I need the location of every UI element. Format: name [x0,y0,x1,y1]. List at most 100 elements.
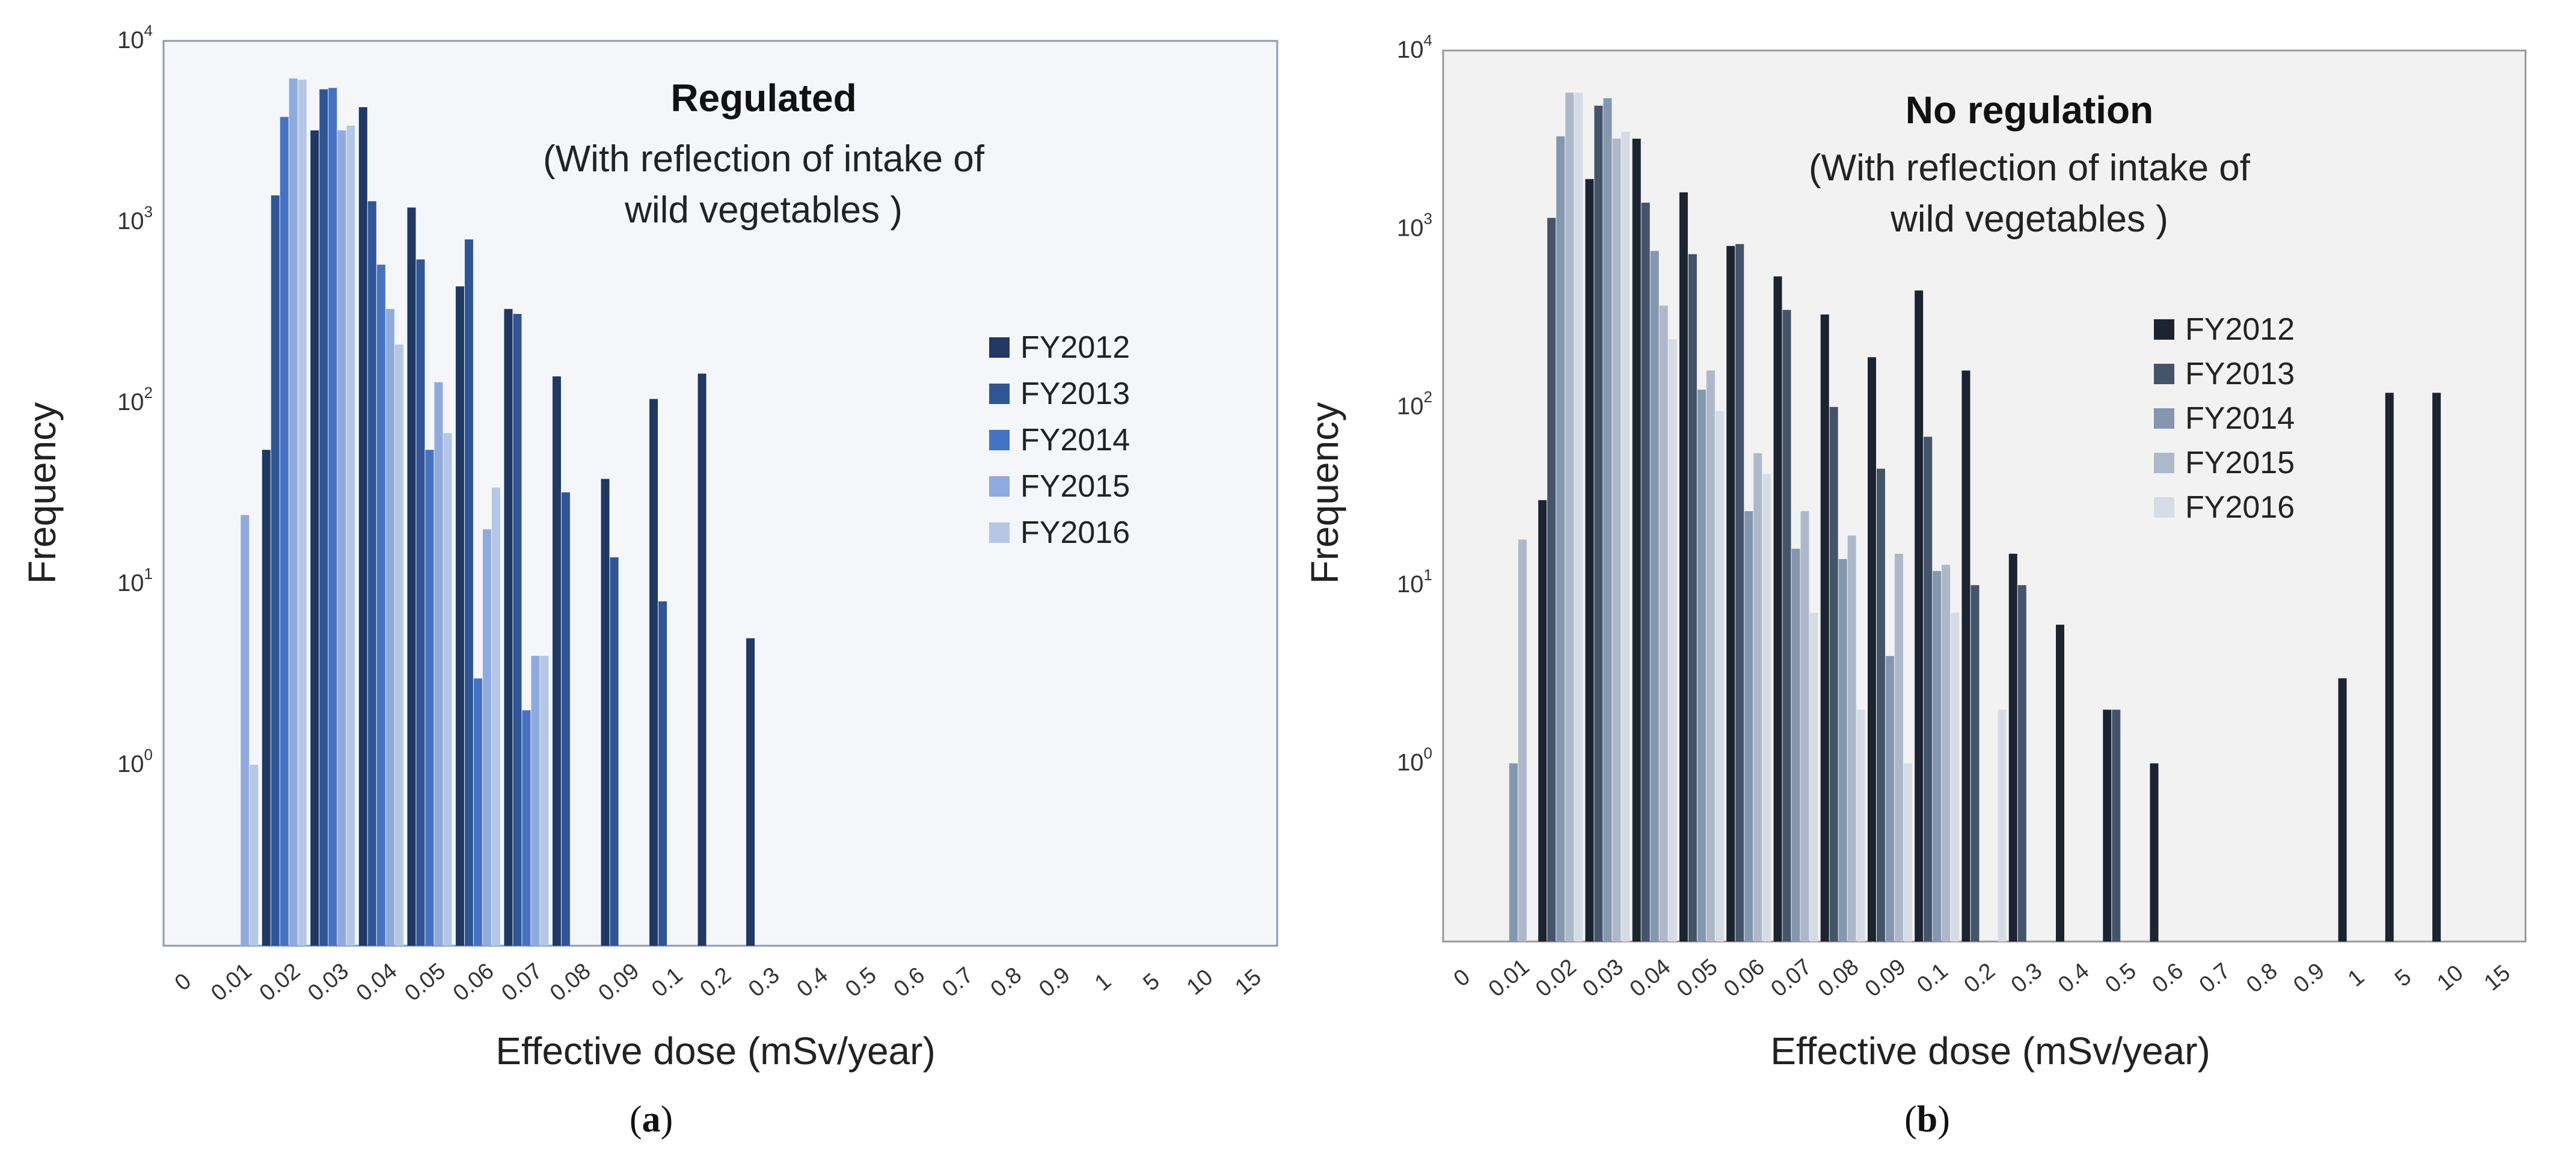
x-tick-label: 0.1 [647,963,687,1002]
bar-fy2012-0.3 [2008,554,2017,942]
legend-swatch-fy2012 [989,337,1010,358]
bar-fy2015-0.04 [1659,305,1668,942]
bar-fy2015-0.1 [1942,565,1951,942]
bar-fy2014-0.06 [473,678,482,946]
x-tick-label: 1 [1090,969,1116,996]
y-tick-label: 104 [1397,31,1432,63]
y-tick-label: 102 [1397,388,1432,420]
bar-fy2016-0.06 [491,488,500,946]
x-tick-label: 0.2 [1960,958,2000,998]
x-tick-label: 0.02 [255,958,305,1006]
x-tick-label: 5 [1138,969,1164,996]
x-axis-label: Effective dose (mSv/year) [1770,1029,2210,1073]
bar-fy2016-0.05 [443,433,452,946]
x-tick-label: 0.1 [1912,958,1952,998]
x-tick-label: 0.7 [2195,958,2235,998]
bar-fy2012-0.03 [1585,179,1594,942]
y-axis-label: Frequency [1303,402,1346,584]
x-tick-label: 0.6 [2148,958,2188,998]
bar-fy2016-0.04 [1668,339,1677,942]
bar-fy2012-0.09 [1868,357,1876,942]
x-tick-label: 0.5 [2100,958,2141,998]
bar-fy2015-0.01 [241,515,250,946]
legend-label: FY2015 [2185,446,2295,480]
bar-fy2013-0.2 [1970,585,1980,942]
x-tick-label: 10 [2432,960,2468,996]
bar-fy2012-0.2 [698,373,707,946]
x-tick-label: 0.04 [1625,954,1676,1002]
bar-fy2015-0.01 [1518,539,1527,942]
bar-fy2013-0.09 [1877,468,1885,942]
bar-fy2014-0.07 [522,710,531,946]
bar-fy2015-0.02 [289,78,298,946]
bar-fy2014-0.02 [280,117,289,946]
bar-fy2013-0.07 [1782,310,1791,942]
legend-swatch-fy2013 [989,384,1010,404]
bar-fy2015-0.09 [1895,554,1903,942]
bar-fy2016-0.04 [394,345,403,946]
legend-label: FY2012 [2185,312,2295,347]
bar-fy2016-0.05 [1715,411,1724,942]
bar-fy2016-0.07 [540,655,549,946]
bar-fy2012-0.07 [1773,276,1782,942]
bar-fy2013-0.3 [2017,585,2026,942]
bar-fy2016-0.01 [250,765,259,946]
bar-fy2012-0.2 [1961,370,1970,942]
x-tick-label: 0.8 [986,963,1026,1002]
bar-fy2012-0.5 [2103,709,2112,942]
legend-swatch-fy2015 [989,476,1010,497]
bar-fy2012-0.05 [1679,192,1688,942]
legend-label: FY2013 [2185,357,2295,391]
bar-fy2012-0.09 [601,479,610,946]
bar-fy2015-0.07 [1800,511,1809,942]
bar-fy2013-0.08 [1829,406,1838,942]
x-tick-label: 15 [1230,964,1266,1000]
bar-fy2014-0.05 [1697,390,1706,942]
x-tick-label: 0.09 [1860,954,1911,1002]
chart-title: Regulated [670,76,856,120]
bar-fy2012-0.06 [1726,246,1735,942]
legend-label: FY2016 [1020,515,1130,550]
bar-fy2016-0.02 [1574,93,1583,942]
bar-fy2016-0.03 [1621,132,1630,942]
bar-fy2016-0.2 [1998,709,2007,942]
bar-fy2013-0.04 [1641,203,1650,942]
bar-fy2012-0.1 [1915,290,1924,942]
y-tick-label: 102 [117,384,153,415]
x-tick-label: 0.02 [1531,954,1581,1002]
bar-fy2016-0.08 [1856,709,1865,942]
bar-fy2013-0.06 [1735,244,1744,942]
bar-fy2013-0.05 [416,259,425,946]
bar-fy2012-0.03 [310,130,319,946]
x-tick-label: 0.03 [1578,954,1628,1002]
x-tick-label: 0.5 [841,963,881,1002]
x-tick-label: 0.7 [937,963,978,1002]
bar-fy2015-0.08 [1847,535,1856,942]
bar-fy2012-0.4 [2056,625,2064,942]
bar-fy2013-0.03 [319,89,328,946]
bar-fy2014-0.09 [1886,656,1894,942]
bar-fy2012-0.04 [1632,138,1641,942]
legend-label: FY2016 [2185,490,2295,525]
bar-fy2014-0.04 [1650,251,1659,942]
chart-title: No regulation [1906,88,2153,132]
panel-caption: (a) [630,1099,673,1140]
bar-fy2012-0.05 [407,207,416,946]
bar-fy2012-0.08 [552,376,561,946]
x-tick-label: 0.9 [2289,958,2329,998]
bar-fy2014-0.03 [1603,98,1612,942]
bar-fy2014-0.01 [1509,763,1518,942]
bar-fy2013-0.09 [610,557,619,946]
y-tick-label: 103 [117,203,153,234]
bar-fy2013-0.07 [513,314,522,946]
bar-fy2015-0.06 [482,529,491,946]
bar-fy2016-0.09 [1904,763,1912,942]
bar-fy2012-0.6 [2150,763,2159,942]
legend-swatch-fy2014 [989,430,1010,450]
legend-label: FY2014 [1020,423,1130,458]
x-axis-label: Effective dose (mSv/year) [495,1029,936,1073]
bar-fy2014-0.04 [376,265,385,946]
x-tick-label: 0.2 [696,963,736,1002]
